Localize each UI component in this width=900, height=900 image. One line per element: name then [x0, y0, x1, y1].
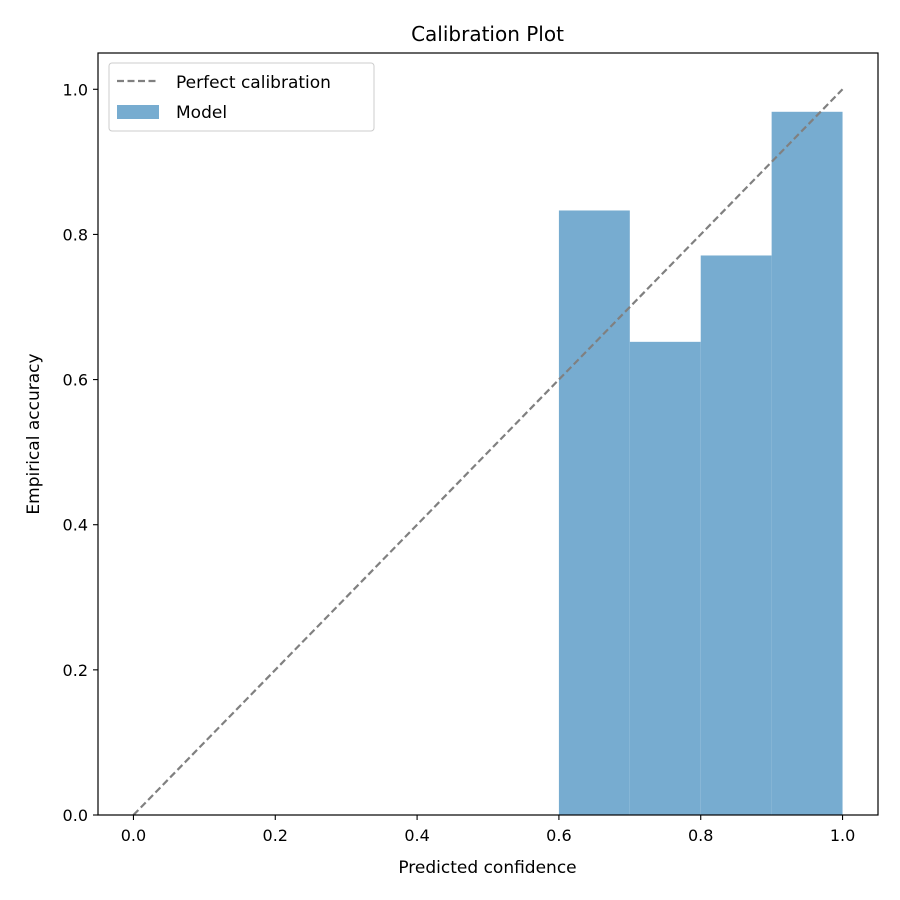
- x-tick-label: 0.6: [546, 826, 571, 845]
- y-tick-label: 1.0: [63, 80, 88, 99]
- y-tick-label: 0.0: [63, 806, 88, 825]
- bar-model-3: [771, 111, 843, 816]
- axes-frame: [97, 52, 879, 816]
- x-tick-label: 0.2: [263, 826, 288, 845]
- y-tick-label: 0.6: [63, 371, 88, 390]
- x-tick-label: 1.0: [830, 826, 855, 845]
- y-axis-label: Empirical accuracy: [24, 353, 44, 514]
- x-tick-label: 0.4: [404, 826, 429, 845]
- y-tick-label: 0.4: [63, 516, 88, 535]
- y-tick-label: 0.8: [63, 225, 88, 244]
- y-axis-ticks: 0.0 0.2 0.4 0.6 0.8 1.0: [63, 80, 98, 825]
- perfect-calibration-line: [132, 88, 844, 816]
- bar-model-0: [558, 210, 630, 816]
- bar-model-2: [700, 255, 772, 815]
- legend-label-model: Model: [176, 103, 227, 123]
- lines-layer: [132, 88, 844, 816]
- legend-box: [108, 62, 375, 132]
- bars-layer: [558, 111, 843, 816]
- y-tick-label: 0.2: [63, 661, 88, 680]
- chart-title: Calibration Plot: [411, 22, 564, 46]
- x-tick-label: 0.8: [688, 826, 713, 845]
- legend-bar-swatch: [117, 105, 159, 119]
- x-axis-ticks: 0.0 0.2 0.4 0.6 0.8 1.0: [121, 815, 855, 845]
- bar-model-1: [629, 341, 701, 815]
- x-axis-label: Predicted confidence: [398, 858, 576, 878]
- x-tick-label: 0.0: [121, 826, 146, 845]
- legend-label-perfect-calibration: Perfect calibration: [176, 73, 331, 93]
- legend: Perfect calibration Model: [108, 62, 375, 132]
